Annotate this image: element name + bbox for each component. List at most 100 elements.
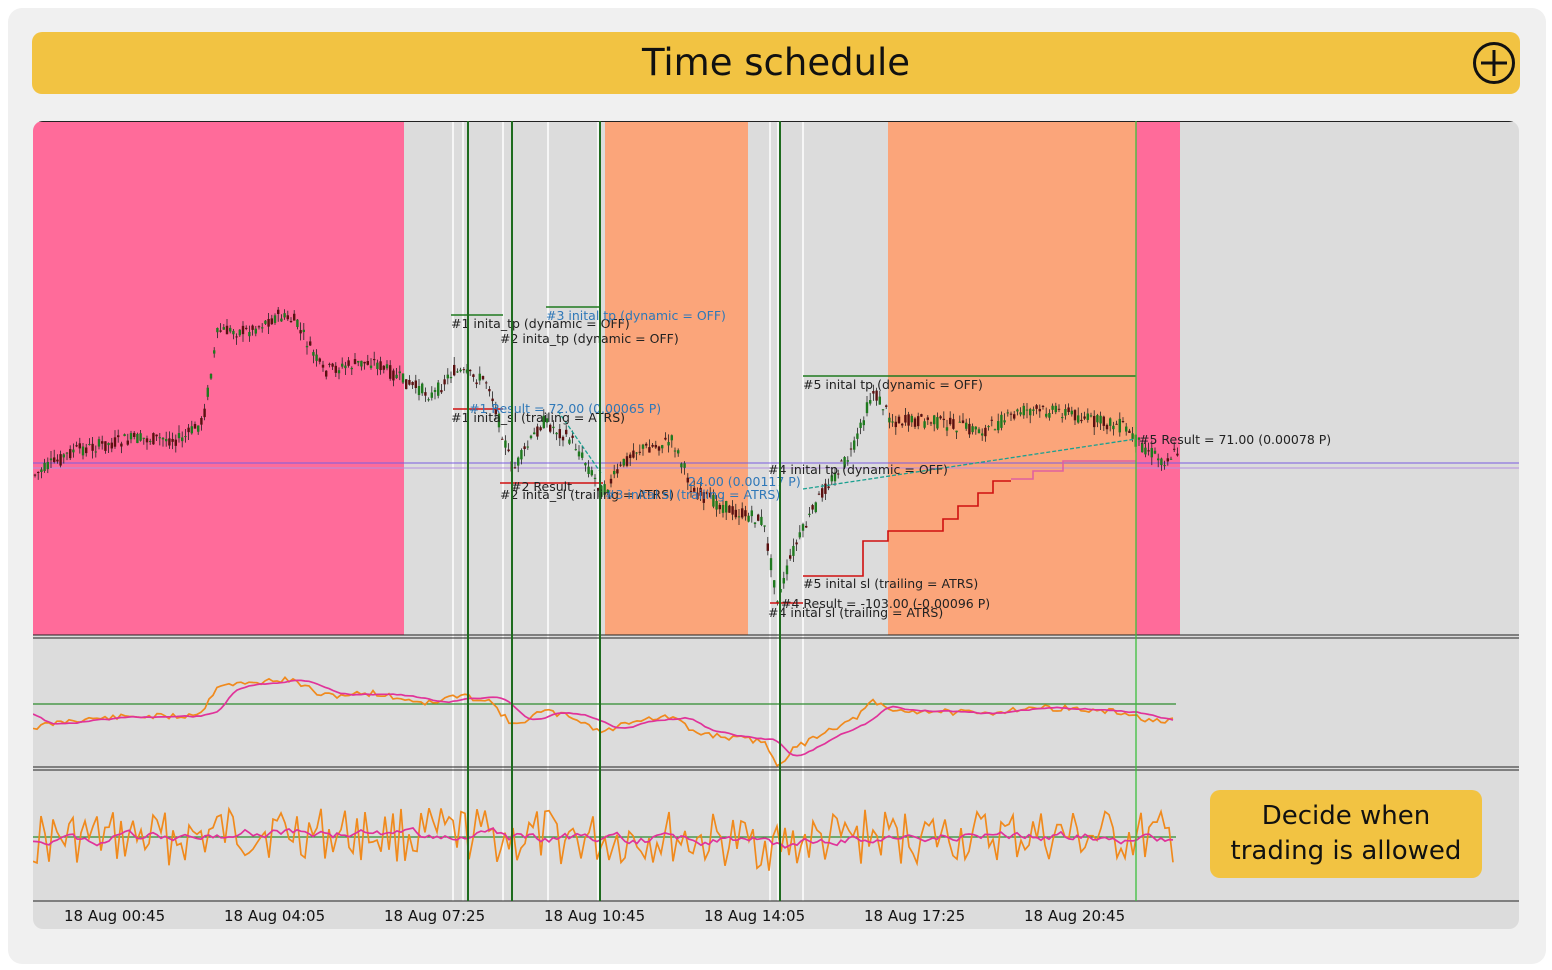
candle-body xyxy=(334,365,337,373)
candle-body xyxy=(1083,416,1086,419)
candle-body xyxy=(885,405,888,407)
candle-body xyxy=(1077,415,1080,423)
candle-body xyxy=(677,450,680,454)
annotation: #1 inita_sl (trailing = ATRS) xyxy=(451,410,625,425)
candle-body xyxy=(673,450,677,452)
candle-body xyxy=(609,478,613,484)
plus-circle-icon[interactable] xyxy=(1472,41,1516,85)
candle-body xyxy=(315,354,318,361)
candle-body xyxy=(1045,413,1048,417)
candle-body xyxy=(645,443,648,446)
candle-body xyxy=(235,336,238,338)
callout-line-2: trading is allowed xyxy=(1230,836,1462,866)
candle-body xyxy=(571,435,574,438)
candle-body xyxy=(744,510,747,517)
candle-body xyxy=(101,441,104,444)
candle-body xyxy=(782,577,785,584)
candle-body xyxy=(257,326,261,328)
candle-body xyxy=(549,424,552,432)
candle-body xyxy=(574,449,577,451)
candle-body xyxy=(981,433,984,436)
candle-body xyxy=(469,369,472,372)
candle-body xyxy=(785,565,789,575)
candle-body xyxy=(117,435,120,438)
candle-body xyxy=(472,374,475,377)
candle-body xyxy=(277,309,280,314)
candle-body xyxy=(81,446,85,456)
candle-body xyxy=(193,424,197,429)
candle-body xyxy=(485,382,488,384)
candle-body xyxy=(379,361,382,371)
candle-body xyxy=(987,426,990,428)
candle-body xyxy=(85,447,88,454)
candle-body xyxy=(206,387,209,397)
candle-body xyxy=(1163,465,1166,467)
candle-body xyxy=(424,392,427,396)
candle-body xyxy=(750,510,753,517)
price-chart[interactable]: #1 inita_tp (dynamic = OFF) #2 inita_tp … xyxy=(33,121,1519,929)
candle-body xyxy=(1150,448,1153,458)
candle-body xyxy=(920,414,923,417)
candle-body xyxy=(862,420,865,426)
candle-body xyxy=(203,408,206,418)
candle-body xyxy=(318,358,321,362)
candle-body xyxy=(78,443,81,449)
candle-body xyxy=(270,318,273,325)
candle-body xyxy=(833,472,837,482)
candle-body xyxy=(494,407,497,415)
candle-body xyxy=(529,435,533,439)
candle-body xyxy=(552,426,555,429)
candle-body xyxy=(875,390,878,401)
caution-zone xyxy=(605,121,748,635)
candle-body xyxy=(475,382,478,385)
candle-body xyxy=(280,318,283,322)
header-title: Time schedule xyxy=(641,41,911,84)
candle-body xyxy=(811,505,814,510)
time-schedule-header[interactable]: Time schedule xyxy=(32,32,1520,94)
candle-body xyxy=(1009,413,1013,415)
candle-body xyxy=(75,445,78,447)
candle-body xyxy=(507,449,510,452)
candle-body xyxy=(821,488,824,498)
candle-body xyxy=(37,471,40,473)
slow-line xyxy=(33,827,1174,849)
candle-body xyxy=(321,364,325,368)
candle-body xyxy=(657,446,661,451)
candle-body xyxy=(1099,415,1102,424)
candle-body xyxy=(923,421,926,428)
candle-body xyxy=(654,444,657,448)
candle-body xyxy=(62,454,65,458)
candle-body xyxy=(69,449,72,459)
candle-body xyxy=(721,504,725,513)
candle-body xyxy=(72,449,75,453)
candle-body xyxy=(1109,418,1112,426)
candle-body xyxy=(40,469,43,473)
candle-body xyxy=(56,459,59,462)
candle-body xyxy=(952,419,955,429)
candle-body xyxy=(389,365,392,379)
candle-body xyxy=(760,516,763,525)
x-tick-label: 18 Aug 00:45 xyxy=(64,907,165,925)
candle-body xyxy=(1093,415,1096,428)
candle-body xyxy=(1025,409,1029,411)
trade-markers xyxy=(467,121,781,901)
candle-body xyxy=(846,460,849,462)
candle-body xyxy=(1035,405,1038,409)
annotation: #5 Result = 71.00 (0.00078 P) xyxy=(1139,432,1331,447)
candle-body xyxy=(453,364,456,376)
candle-body xyxy=(693,487,696,492)
candle-body xyxy=(984,427,987,437)
candle-body xyxy=(1118,418,1121,433)
annotation: #2 inita_tp (dynamic = OFF) xyxy=(500,331,679,346)
candle-body xyxy=(718,504,721,510)
candle-body xyxy=(827,486,830,489)
candle-body xyxy=(661,445,664,449)
candle-body xyxy=(65,452,69,454)
candle-body xyxy=(613,470,616,475)
candle-body xyxy=(273,315,277,323)
candle-body xyxy=(33,474,37,476)
candle-body xyxy=(219,330,222,332)
candle-body xyxy=(773,580,776,588)
candle-body xyxy=(1061,417,1064,419)
pane-separators xyxy=(33,121,1519,902)
